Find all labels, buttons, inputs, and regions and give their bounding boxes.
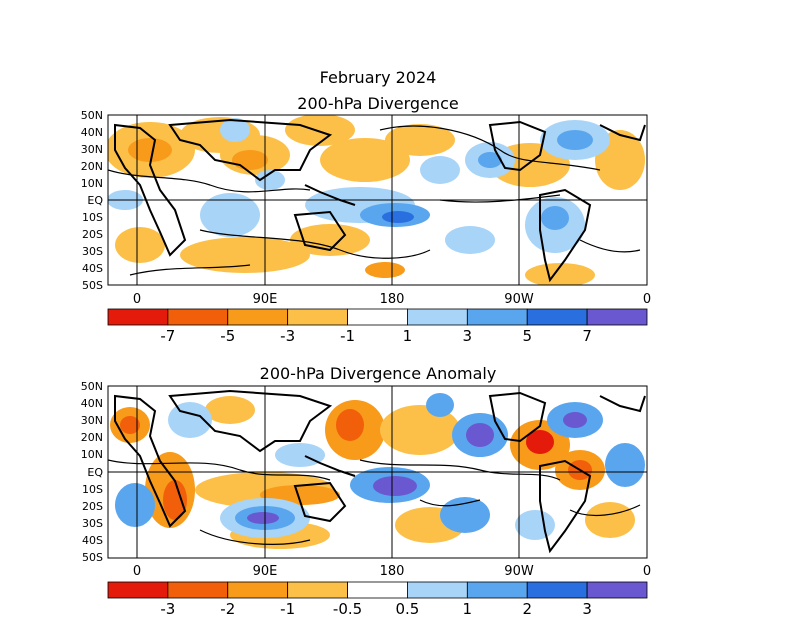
colorbar-label: -1 [340,327,355,345]
colorbar-label: 1 [403,327,413,345]
colorbar-label: 0.5 [396,600,420,618]
colorbar-label: 7 [582,327,592,345]
lat-label: 10S [82,483,103,496]
panel-1-lat-labels: 50N 40N 30N 20N 10N EQ 10S 20S 30S 40S 5… [81,109,104,292]
panel-1-map [108,115,647,285]
lon-label: 90W [504,292,534,307]
lat-label: 30S [82,245,103,258]
colorbar-swatch [167,581,229,599]
lat-label: EQ [87,194,103,207]
lat-label: 10N [81,177,103,190]
lon-label: 90W [504,564,534,579]
lat-label: 30N [81,143,103,156]
panel-2-map [108,386,647,558]
lon-label: 0 [133,292,141,307]
panel-2-lon-labels: 0 90E 180 90W 0 [133,564,651,579]
panel-1-lon-labels: 0 90E 180 90W 0 [133,292,651,307]
lat-label: 30S [82,517,103,530]
lon-label: 0 [643,564,651,579]
colorbar-label: 2 [522,600,532,618]
lat-label: 40N [81,397,103,410]
panel-2-frame [107,385,648,559]
panel-divergence-anomaly: 200-hPa Divergence Anomaly [81,364,651,618]
colorbar-label: -2 [220,600,235,618]
colorbar-label: -5 [220,327,235,345]
colorbar-swatch [347,308,408,326]
lat-label: 20N [81,160,103,173]
colorbar-swatch [347,581,408,599]
colorbar-swatch [287,581,348,599]
lat-label: 50S [82,551,103,564]
colorbar-swatch [407,581,468,599]
colorbar-label: -7 [160,327,175,345]
colorbar-label: 3 [463,327,473,345]
panel-1-colorbar: -7 -5 -3 -1 1 3 5 7 [107,308,648,345]
panel-1-subtitle: 200-hPa Divergence [297,94,458,113]
lat-label: 10N [81,448,103,461]
colorbar-swatch [466,581,528,599]
colorbar-swatch [167,308,229,326]
panel-1-frame [107,114,648,286]
figure-title: February 2024 [320,68,437,87]
colorbar-swatch [526,308,588,326]
colorbar-label: 3 [582,600,592,618]
lat-label: 50N [81,109,103,122]
colorbar-swatch [287,308,348,326]
panel-2-subtitle: 200-hPa Divergence Anomaly [260,364,497,383]
panel-divergence: 200-hPa Divergence [81,94,651,345]
lat-label: 30N [81,414,103,427]
colorbar-label: -1 [280,600,295,618]
panel-2-lat-labels: 50N 40N 30N 20N 10N EQ 10S 20S 30S 40S 5… [81,380,104,564]
lat-label: EQ [87,466,103,479]
colorbar-swatch [526,581,588,599]
colorbar-swatch [586,308,648,326]
colorbar-swatch [107,581,169,599]
colorbar-label: 5 [522,327,532,345]
colorbar-label: -0.5 [333,600,362,618]
lon-label: 180 [380,564,405,579]
colorbar-swatch [466,308,528,326]
lon-label: 90E [253,292,278,307]
colorbar-swatch [227,308,289,326]
colorbar-swatch [586,581,648,599]
lat-label: 50N [81,380,103,393]
lat-label: 40S [82,534,103,547]
lat-label: 20S [82,228,103,241]
lon-label: 180 [380,292,405,307]
colorbar-label: -3 [160,600,175,618]
lon-label: 0 [133,564,141,579]
colorbar-label: -3 [280,327,295,345]
lat-label: 40N [81,126,103,139]
lon-label: 0 [643,292,651,307]
panel-2-colorbar: -3 -2 -1 -0.5 0.5 1 2 3 [107,581,648,618]
colorbar-swatch [407,308,468,326]
lat-label: 10S [82,211,103,224]
lat-label: 50S [82,279,103,292]
colorbar-swatch [107,308,169,326]
lat-label: 20N [81,431,103,444]
colorbar-label: 1 [463,600,473,618]
colorbar-swatch [227,581,289,599]
lat-label: 20S [82,500,103,513]
lat-label: 40S [82,262,103,275]
lon-label: 90E [253,564,278,579]
